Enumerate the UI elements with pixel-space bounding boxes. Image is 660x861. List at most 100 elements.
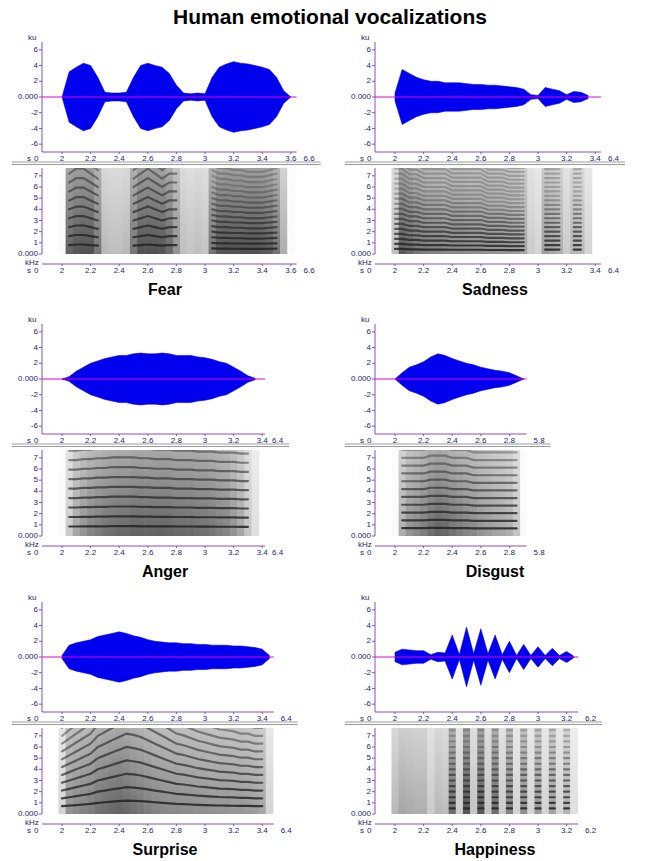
y-tick-label: 6 xyxy=(367,742,372,751)
x-axis-label: s xyxy=(27,826,31,835)
harmonic xyxy=(69,487,248,490)
harmonic xyxy=(402,456,516,460)
panel: -6-4-20.000246ku22.22.42.62.833.23.4s06.… xyxy=(345,33,625,298)
x-tick-label: 2.6 xyxy=(475,826,487,835)
x-tick-label: 2 xyxy=(393,548,398,557)
waveform-lower xyxy=(395,379,524,404)
x-axis-line xyxy=(375,546,527,547)
x-tick-label: 2.4 xyxy=(114,266,126,275)
harmonic xyxy=(69,168,276,177)
y-tick-label: 4 xyxy=(34,764,39,773)
y-tick xyxy=(39,480,42,481)
spectrogram-fade xyxy=(42,168,297,254)
separator xyxy=(12,446,289,447)
spectrogram-plot xyxy=(42,728,274,814)
harmonic xyxy=(62,774,262,791)
x-tick-label: 2.6 xyxy=(475,266,487,275)
y-tick-label: 4 xyxy=(34,486,39,495)
harmonic xyxy=(395,249,581,250)
y-tick-label: 6 xyxy=(367,605,372,614)
y-tick-label: 3 xyxy=(367,216,372,225)
y-tick-label: -6 xyxy=(364,139,372,148)
y-tick xyxy=(39,254,42,255)
y-tick xyxy=(39,144,42,145)
y-axis-label: ku xyxy=(28,33,36,42)
file-end-label: 6.4 xyxy=(281,826,293,835)
y-tick-label: 2 xyxy=(367,787,372,796)
panel: -6-4-20.000246ku22.22.42.62.833.23.4s06.… xyxy=(12,593,298,858)
harmonic xyxy=(69,168,276,172)
zero-line xyxy=(375,657,578,658)
y-tick-label: 0.000 xyxy=(351,652,372,661)
harmonic xyxy=(450,757,569,759)
y-tick-label: 6 xyxy=(34,182,39,191)
y-tick xyxy=(39,758,42,759)
x-tick-label: 3.2 xyxy=(561,266,573,275)
harmonic xyxy=(69,168,276,197)
x-tick-label: 2.2 xyxy=(418,548,430,557)
file-end-label: 6.2 xyxy=(585,826,597,835)
separator xyxy=(345,164,625,165)
y-tick xyxy=(39,468,42,469)
x-tick-label: 2.4 xyxy=(447,548,459,557)
y-tick xyxy=(372,220,375,221)
y-tick xyxy=(372,513,375,514)
y-tick xyxy=(39,641,42,642)
separator xyxy=(345,444,551,445)
y-tick xyxy=(39,97,42,98)
y-tick xyxy=(372,468,375,469)
y-tick-label: 1 xyxy=(367,238,372,247)
x-tick-label: 2 xyxy=(393,266,398,275)
y-tick-label: 6 xyxy=(34,45,39,54)
y-tick xyxy=(372,49,375,50)
panel-title: Fear xyxy=(148,281,182,298)
waveform-upper xyxy=(395,70,588,98)
y-tick-label: 4 xyxy=(367,204,372,213)
file-start-label: 0 xyxy=(367,266,372,275)
y-tick xyxy=(39,242,42,243)
x-axis-line xyxy=(42,824,274,825)
y-tick-label: -2 xyxy=(31,108,39,117)
y-tick-label: -6 xyxy=(31,699,39,708)
y-tick xyxy=(39,186,42,187)
y-tick xyxy=(372,536,375,537)
y-axis-line xyxy=(42,168,43,254)
file-start-label: 0 xyxy=(34,826,39,835)
y-tick xyxy=(39,735,42,736)
x-tick-label: 2.4 xyxy=(114,548,126,557)
y-tick xyxy=(39,410,42,411)
x-tick-label: 3.6 xyxy=(285,266,297,275)
y-tick xyxy=(39,688,42,689)
y-tick xyxy=(39,524,42,525)
harmonic xyxy=(450,763,569,765)
y-tick xyxy=(372,198,375,199)
y-tick-label: 7 xyxy=(34,731,39,740)
y-tick-label: 3 xyxy=(367,776,372,785)
y-tick-label: 4 xyxy=(367,486,372,495)
harmonic xyxy=(69,477,248,481)
y-tick xyxy=(372,97,375,98)
y-tick xyxy=(372,347,375,348)
y-tick-label: 2 xyxy=(367,636,372,645)
x-axis-line xyxy=(375,824,578,825)
x-tick-label: 2.2 xyxy=(85,548,97,557)
panel-title: Anger xyxy=(142,563,188,580)
harmonic xyxy=(450,785,569,787)
file-end-label: 6.6 xyxy=(304,266,316,275)
y-tick-label: 3 xyxy=(34,216,39,225)
y-tick xyxy=(39,363,42,364)
y-tick-label: -2 xyxy=(364,108,372,117)
harmonic xyxy=(69,450,248,454)
x-tick-label: 3.4 xyxy=(257,266,269,275)
waveform-lower xyxy=(395,97,588,125)
harmonic xyxy=(402,450,516,452)
file-start-label: 0 xyxy=(367,826,372,835)
y-tick xyxy=(39,657,42,658)
y-tick xyxy=(372,363,375,364)
y-tick-label: 0.000 xyxy=(18,809,39,818)
y-tick-label: 5 xyxy=(34,475,39,484)
y-tick-label: 7 xyxy=(367,453,372,462)
spectrogram-plot xyxy=(375,450,527,536)
x-tick-label: 2.6 xyxy=(475,548,487,557)
y-tick xyxy=(372,144,375,145)
